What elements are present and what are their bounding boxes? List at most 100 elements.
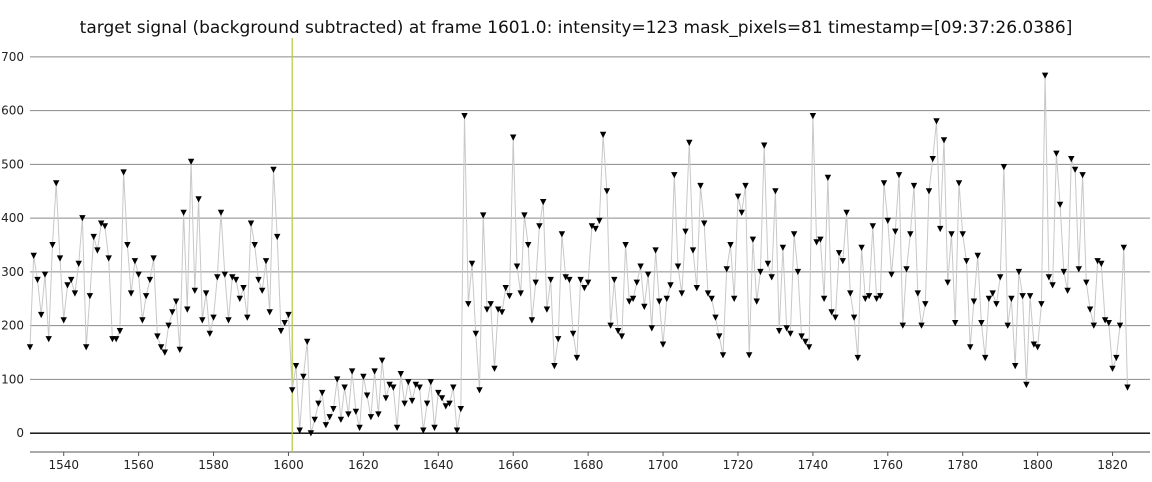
data-point (910, 182, 918, 190)
data-point (1049, 282, 1056, 289)
data-point (1071, 166, 1079, 173)
data-point (510, 134, 517, 141)
data-point (832, 314, 839, 321)
data-point (922, 301, 929, 308)
data-point (30, 252, 37, 259)
data-point (465, 301, 472, 308)
x-tick-label: 1680 (573, 458, 604, 472)
data-point (1026, 293, 1034, 300)
data-point (835, 250, 843, 257)
data-point (206, 330, 213, 337)
data-point (682, 228, 689, 235)
data-point (776, 328, 783, 335)
data-point (247, 220, 255, 227)
data-point (708, 295, 715, 302)
data-point (933, 118, 940, 125)
y-tick-label: 200 (1, 319, 24, 333)
x-tick-label: 1820 (1097, 458, 1128, 472)
data-point (124, 242, 131, 249)
data-point (790, 231, 798, 238)
data-point (592, 225, 599, 233)
data-point (970, 298, 978, 305)
data-point (146, 276, 154, 284)
data-point (809, 113, 817, 120)
data-point (150, 255, 157, 262)
data-point (180, 209, 187, 216)
data-point (584, 279, 592, 286)
data-point (989, 290, 996, 297)
data-point (427, 379, 434, 386)
data-point (34, 276, 41, 284)
data-point (555, 336, 562, 343)
data-point (262, 258, 270, 265)
data-point (56, 255, 64, 262)
data-point (244, 314, 251, 321)
data-point (161, 349, 168, 356)
data-point (614, 328, 622, 335)
data-point (113, 336, 120, 343)
data-point (468, 260, 476, 267)
data-point (1105, 320, 1112, 327)
data-point (131, 258, 139, 265)
data-point (255, 276, 262, 284)
data-point (824, 174, 832, 181)
data-point (955, 180, 963, 187)
y-tick-label: 0 (16, 426, 24, 440)
data-point (644, 271, 652, 278)
data-point (671, 172, 678, 179)
x-tick-label: 1620 (348, 458, 379, 472)
data-point (562, 274, 569, 281)
gridlines (30, 56, 1150, 434)
data-point (850, 314, 858, 321)
data-point (903, 266, 910, 273)
data-point (596, 217, 603, 224)
data-point (187, 158, 195, 165)
data-point (869, 223, 876, 230)
data-point (300, 373, 307, 380)
data-point (742, 182, 749, 190)
data-point (266, 309, 273, 316)
data-point (277, 328, 285, 335)
x-axis: 1540 1560 1580 1600 1620 1640 1660 1680 1700 1720… (30, 451, 1150, 472)
data-point (199, 317, 206, 324)
data-point (723, 266, 730, 273)
data-point (521, 212, 528, 219)
data-point (573, 354, 581, 362)
data-point (1075, 266, 1082, 273)
data-point (26, 344, 34, 351)
data-point (315, 400, 322, 407)
y-axis: 0 100 200 300 400 500 600 700 (1, 50, 24, 440)
data-point (599, 131, 607, 138)
data-point (611, 276, 618, 284)
y-tick-label: 700 (1, 50, 24, 64)
data-point (1120, 244, 1127, 251)
data-point (71, 290, 79, 297)
data-point (967, 344, 974, 351)
data-point (408, 397, 416, 405)
data-point (221, 271, 228, 278)
data-point (307, 430, 315, 437)
data-point (176, 346, 183, 353)
data-point (322, 422, 330, 429)
data-point (169, 309, 176, 316)
data-point (60, 317, 67, 324)
data-point (480, 212, 487, 219)
data-point (948, 231, 955, 238)
data-point (656, 298, 663, 305)
data-point (618, 333, 625, 340)
data-point (701, 220, 708, 227)
data-point (127, 290, 135, 297)
data-point (435, 389, 442, 397)
data-point (1056, 201, 1064, 208)
data-point (1019, 293, 1026, 300)
data-point (345, 411, 352, 418)
data-point (959, 231, 966, 238)
data-point (1012, 363, 1019, 370)
data-point (1109, 365, 1116, 372)
data-point (678, 290, 685, 297)
x-tick-label: 1580 (198, 458, 229, 472)
data-point (498, 309, 506, 316)
data-point (45, 336, 52, 343)
data-point (90, 233, 97, 241)
